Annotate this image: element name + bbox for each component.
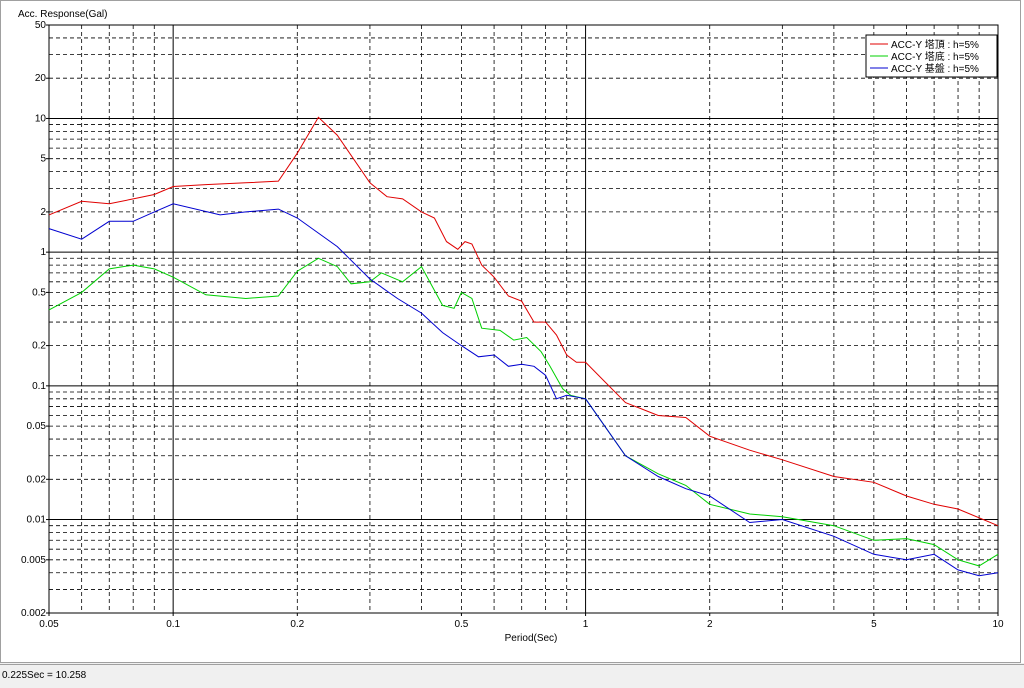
- y-tick-label: 0.2: [32, 341, 46, 352]
- legend-label: ACC-Y 塔底 : h=5%: [891, 50, 979, 63]
- series-line: [48, 203, 999, 577]
- y-tick-label: 0.5: [32, 287, 46, 298]
- x-tick-label: 0.5: [454, 619, 468, 630]
- x-tick-label: 5: [871, 619, 877, 630]
- y-tick-label: 0.005: [21, 555, 46, 566]
- plot-border: [48, 24, 999, 614]
- x-tick-label: 2: [707, 619, 713, 630]
- x-tick-label: 0.05: [39, 619, 59, 630]
- y-tick-label: 0.01: [27, 515, 47, 526]
- legend-label: ACC-Y 塔頂 : h=5%: [891, 38, 979, 51]
- y-axis-label: Acc. Response(Gal): [18, 9, 107, 20]
- x-tick-label: 0.2: [290, 619, 304, 630]
- x-tick-label: 1: [583, 619, 589, 630]
- series-line: [48, 257, 999, 567]
- status-bar: 0.225Sec = 10.258: [0, 664, 1024, 688]
- y-tick-label: 0.002: [21, 608, 46, 619]
- series-line: [48, 116, 999, 527]
- window-frame: [0, 0, 1021, 663]
- y-tick-label: 10: [35, 113, 47, 124]
- x-tick-label: 10: [992, 619, 1004, 630]
- y-tick-label: 50: [35, 20, 47, 31]
- legend-label: ACC-Y 基盤 : h=5%: [891, 62, 979, 75]
- y-tick-label: 0.02: [27, 474, 47, 485]
- y-tick-label: 1: [40, 247, 46, 258]
- y-tick-label: 2: [40, 207, 46, 218]
- y-tick-label: 0.1: [32, 381, 46, 392]
- y-tick-label: 0.05: [27, 421, 47, 432]
- chart: Acc. Response(Gal) Period(Sec) 0.002 0.00…: [0, 0, 1024, 663]
- x-tick-label: 0.1: [166, 619, 180, 630]
- x-axis-label: Period(Sec): [505, 633, 558, 644]
- y-tick-label: 5: [40, 154, 46, 165]
- y-tick-label: 20: [35, 73, 47, 84]
